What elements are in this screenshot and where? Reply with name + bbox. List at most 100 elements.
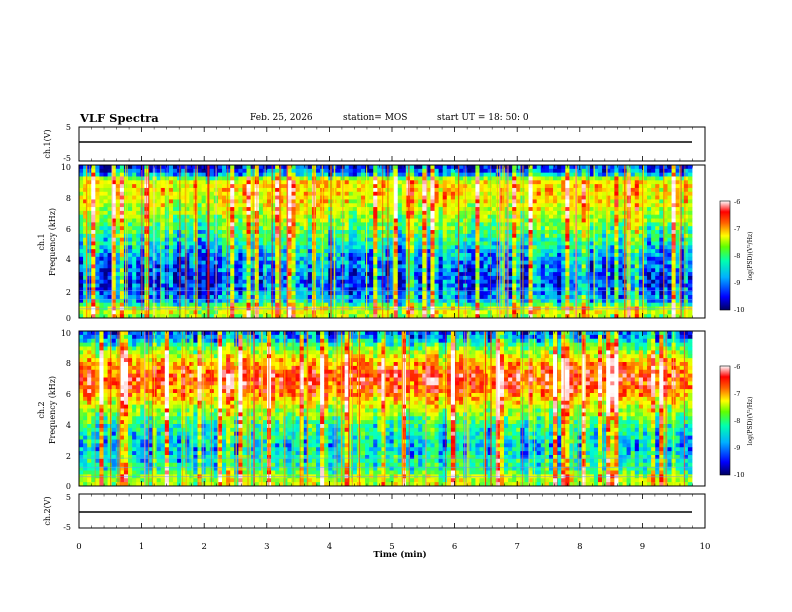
ch1-spectrogram-cell (295, 172, 301, 177)
ch1-spectrogram-cell (536, 172, 542, 177)
ch1-spectrogram-cell (581, 260, 587, 265)
ch1-spectrogram-cell (119, 184, 125, 189)
ch1-spectrogram-cell (275, 187, 280, 193)
ch1-spectrogram-cell (316, 176, 321, 181)
ch1-spectrogram-cell (512, 199, 517, 204)
ch1-spectrogram-cell (438, 187, 444, 193)
ch1-spectrogram-cell (377, 241, 382, 246)
ch1-spectrogram-cell (405, 314, 411, 319)
ch1-spectrogram-cell (524, 230, 529, 235)
ch1-spectrogram-cell (495, 226, 501, 231)
ch1-spectrogram-cell (324, 237, 329, 242)
ch1-spectrogram-cell (508, 268, 513, 273)
ch1-spectrogram-cell (299, 268, 305, 273)
ch1-spectrogram-cell (434, 310, 440, 315)
ch1-spectrogram-cell (119, 180, 125, 185)
ch1-spectrogram-cell (381, 165, 386, 170)
ch1-spectrogram-cell (577, 302, 583, 307)
ch1-spectrogram-cell (324, 298, 329, 304)
ch1-spectrogram-cell (540, 214, 546, 219)
ch1-spectrogram-cell (487, 230, 493, 235)
ch1-spectrogram-cell (222, 218, 227, 223)
ch1-spectrogram-cell (467, 264, 472, 269)
ch1-spectrogram-cell (536, 195, 542, 200)
ch1-spectrogram-cell (426, 218, 431, 223)
ch1-spectrogram-cell (307, 203, 313, 208)
ch1-spectrogram-cell (115, 237, 121, 242)
ch1-spectrogram-cell (487, 207, 493, 212)
ch1-spectrogram-cell (160, 298, 166, 304)
ch1-spectrogram-cell (581, 165, 587, 170)
ch1-spectrogram-cell (454, 295, 460, 300)
ch1-spectrogram-cell (91, 283, 96, 288)
ch1-spectrogram-cell (291, 222, 296, 227)
ch1-spectrogram-cell (344, 180, 350, 185)
ch1-spectrogram-cell (266, 287, 272, 292)
ch1-spectrogram-cell (79, 233, 84, 239)
ch1-spectrogram-cell (483, 275, 489, 281)
ch1-spectrogram-cell (83, 241, 88, 246)
ch1-spectrogram-cell (405, 291, 411, 296)
ch1-spectrogram-cell (381, 275, 386, 281)
ch1-spectrogram-cell (348, 226, 354, 231)
ch1-spectrogram-cell (164, 207, 170, 212)
ch1-spectrogram-cell (197, 233, 202, 239)
ch1-spectrogram-cell (226, 302, 231, 307)
ch1-spectrogram-cell (222, 195, 227, 200)
ch1-spectrogram-cell (557, 199, 562, 204)
ch1-spectrogram-cell (79, 272, 84, 277)
ch1-spectrogram-cell (132, 245, 137, 250)
ch1-spectrogram-cell (128, 310, 133, 315)
ch1-spectrogram-cell (422, 210, 427, 216)
ch1-spectrogram-cell (405, 207, 411, 212)
ch1-spectrogram-cell (561, 245, 566, 250)
ch1-spectrogram-cell (426, 249, 431, 254)
ch1-spectrogram-cell (356, 203, 362, 208)
ch1-spectrogram-cell (479, 310, 484, 315)
ch1-spectrogram-cell (99, 176, 104, 181)
ch1-spectrogram-cell (156, 180, 162, 185)
ch1-spectrogram-cell (393, 279, 399, 284)
ch1-spectrogram-cell (397, 245, 403, 250)
ch1-spectrogram-cell (99, 298, 104, 304)
ch1-spectrogram-cell (508, 249, 513, 254)
ch1-spectrogram-cell (471, 187, 476, 193)
ch1-spectrogram-cell (336, 283, 341, 288)
ch1-spectrogram-cell (459, 268, 464, 273)
ch1-spectrogram-cell (160, 310, 166, 315)
ch1-spectrogram-cell (553, 279, 558, 284)
ch1-spectrogram-cell (230, 298, 235, 304)
ch1-spectrogram-cell (446, 180, 452, 185)
ch1-spectrogram-cell (377, 283, 382, 288)
ch1-spectrogram-cell (438, 230, 444, 235)
ch1-spectrogram-cell (226, 314, 231, 319)
ch1-spectrogram-cell (83, 275, 88, 281)
ch1-spectrogram-cell (83, 210, 88, 216)
ch1-spectrogram-cell (369, 291, 374, 296)
ch1-spectrogram-cell (197, 172, 202, 177)
ch1-spectrogram-cell (164, 268, 170, 273)
ch1-spectrogram-cell (581, 302, 587, 307)
ch1-spectrogram-cell (553, 298, 558, 304)
ch1-spectrogram-cell (230, 264, 235, 269)
ch1-spectrogram-cell (471, 210, 476, 216)
ch1-spectrogram-cell (128, 184, 133, 189)
ch1-spectrogram-cell (561, 260, 566, 265)
ch1-spectrogram-cell (160, 222, 166, 227)
ch1-spectrogram-cell (238, 268, 243, 273)
ch1-spectrogram-cell (258, 272, 264, 277)
ch1-spectrogram-cell (438, 295, 444, 300)
ch1-spectrogram-cell (459, 233, 464, 239)
ch1-spectrogram-cell (291, 310, 296, 315)
ch1-spectrogram-cell (557, 272, 562, 277)
ch1-spectrogram-cell (487, 272, 493, 277)
ch1-spectrogram-cell (95, 203, 100, 208)
ch1-spectrogram-cell (316, 256, 321, 262)
ch1-spectrogram-cell (128, 241, 133, 246)
ch1-spectrogram-cell (95, 249, 100, 254)
ch1-spectrogram-cell (418, 287, 423, 292)
ch1-spectrogram-cell (217, 272, 223, 277)
ch1-spectrogram-cell (283, 291, 288, 296)
ch1-spectrogram-cell (348, 184, 354, 189)
ch1-spectrogram-cell (540, 226, 546, 231)
